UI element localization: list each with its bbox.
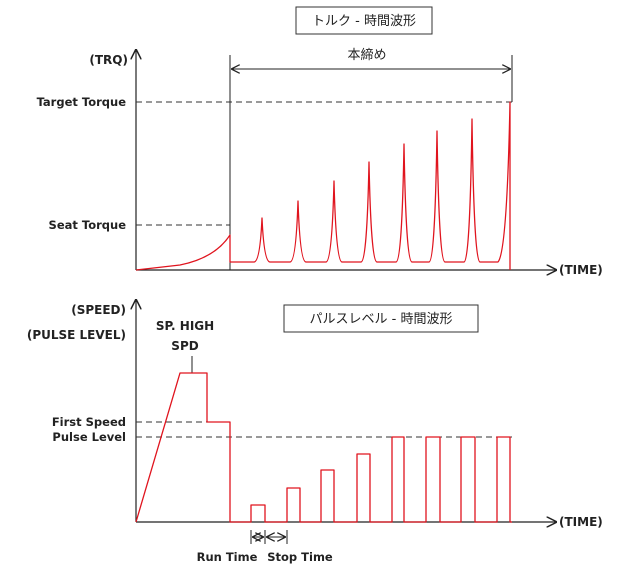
torque-waveform — [135, 101, 511, 271]
pulse-level-chart: パルスレベル - 時間波形 (SPEED) (PULSE LEVEL) (TIM… — [27, 300, 603, 564]
first-speed-label: First Speed — [52, 415, 126, 429]
pulse-chart-title-box — [283, 304, 479, 333]
pulse-level-label: Pulse Level — [52, 430, 126, 444]
spd-label: SPD — [171, 339, 198, 353]
seat-torque-label: Seat Torque — [49, 218, 127, 232]
target-torque-label: Target Torque — [37, 95, 127, 109]
speed-x-axis-label: (TIME) — [559, 515, 603, 529]
stop-time-label: Stop Time — [267, 550, 333, 564]
speed-y-axis-label: (SPEED) — [71, 303, 126, 317]
span-label: 本締め — [347, 47, 386, 63]
torque-chart-title: トルク - 時間波形 — [312, 14, 416, 29]
torque-chart-title-box — [295, 6, 433, 35]
torque-x-axis-label: (TIME) — [559, 263, 603, 277]
pulse-level-y-axis-label: (PULSE LEVEL) — [27, 328, 126, 342]
pulse-waveform — [135, 372, 512, 523]
torque-time-chart: トルク - 時間波形 (TRQ) (TIME) Target Torque Se… — [37, 6, 603, 277]
torque-y-axis-label: (TRQ) — [89, 53, 128, 67]
run-time-label: Run Time — [197, 550, 258, 564]
sp-high-label: SP. HIGH — [156, 319, 214, 333]
pulse-chart-title: パルスレベル - 時間波形 — [310, 312, 453, 327]
